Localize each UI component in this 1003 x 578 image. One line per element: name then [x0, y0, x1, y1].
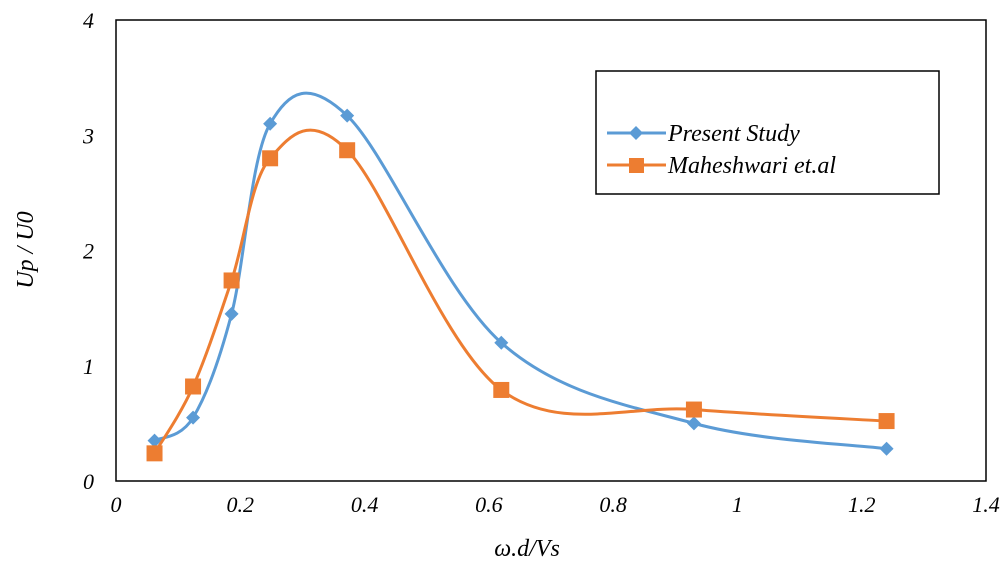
legend-label-present-study: Present Study [667, 121, 800, 147]
y-tick-label: 0 [83, 469, 94, 494]
y-axis-title: Up / U0 [13, 211, 39, 288]
data-point-diamond [879, 441, 894, 456]
x-tick-label: 0.6 [475, 492, 503, 517]
y-tick-label: 2 [83, 239, 94, 264]
series-layer [146, 91, 895, 462]
data-point-diamond [186, 410, 201, 425]
data-point-square [878, 413, 895, 430]
data-point-diamond [263, 116, 278, 131]
y-tick-label: 4 [83, 8, 94, 33]
data-point-diamond [147, 433, 162, 448]
data-point-square [223, 272, 240, 289]
x-tick-label: 0 [111, 492, 122, 517]
legend-label-maheshwari: Maheshwari et.al [667, 153, 836, 179]
x-tick-label: 1.4 [972, 492, 1000, 517]
x-tick-label: 1 [732, 492, 743, 517]
x-tick-label: 0.4 [351, 492, 379, 517]
data-point-diamond [340, 108, 355, 123]
x-axis-title: ω.d/Vs [494, 536, 560, 562]
legend-marker-diamond [629, 126, 643, 140]
data-point-square [339, 142, 356, 159]
tick-layer: 0 0.2 0.4 0.6 0.8 1 1.2 1.4 0 1 2 3 4 [82, 8, 1000, 517]
data-point-diamond [494, 335, 509, 350]
data-point-square [185, 378, 202, 395]
data-point-diamond [686, 416, 701, 431]
x-tick-label: 1.2 [848, 492, 876, 517]
data-point-square [146, 445, 163, 462]
data-point-square [493, 381, 510, 398]
x-tick-label: 0.8 [599, 492, 627, 517]
x-tick-label: 0.2 [227, 492, 255, 517]
data-point-diamond [224, 306, 239, 321]
data-point-square [262, 150, 279, 167]
legend-marker-square [629, 158, 644, 173]
y-tick-label: 1 [83, 354, 94, 379]
y-tick-label: 3 [82, 123, 94, 148]
legend: Present Study Maheshwari et.al [595, 70, 940, 195]
data-point-square [685, 401, 702, 418]
